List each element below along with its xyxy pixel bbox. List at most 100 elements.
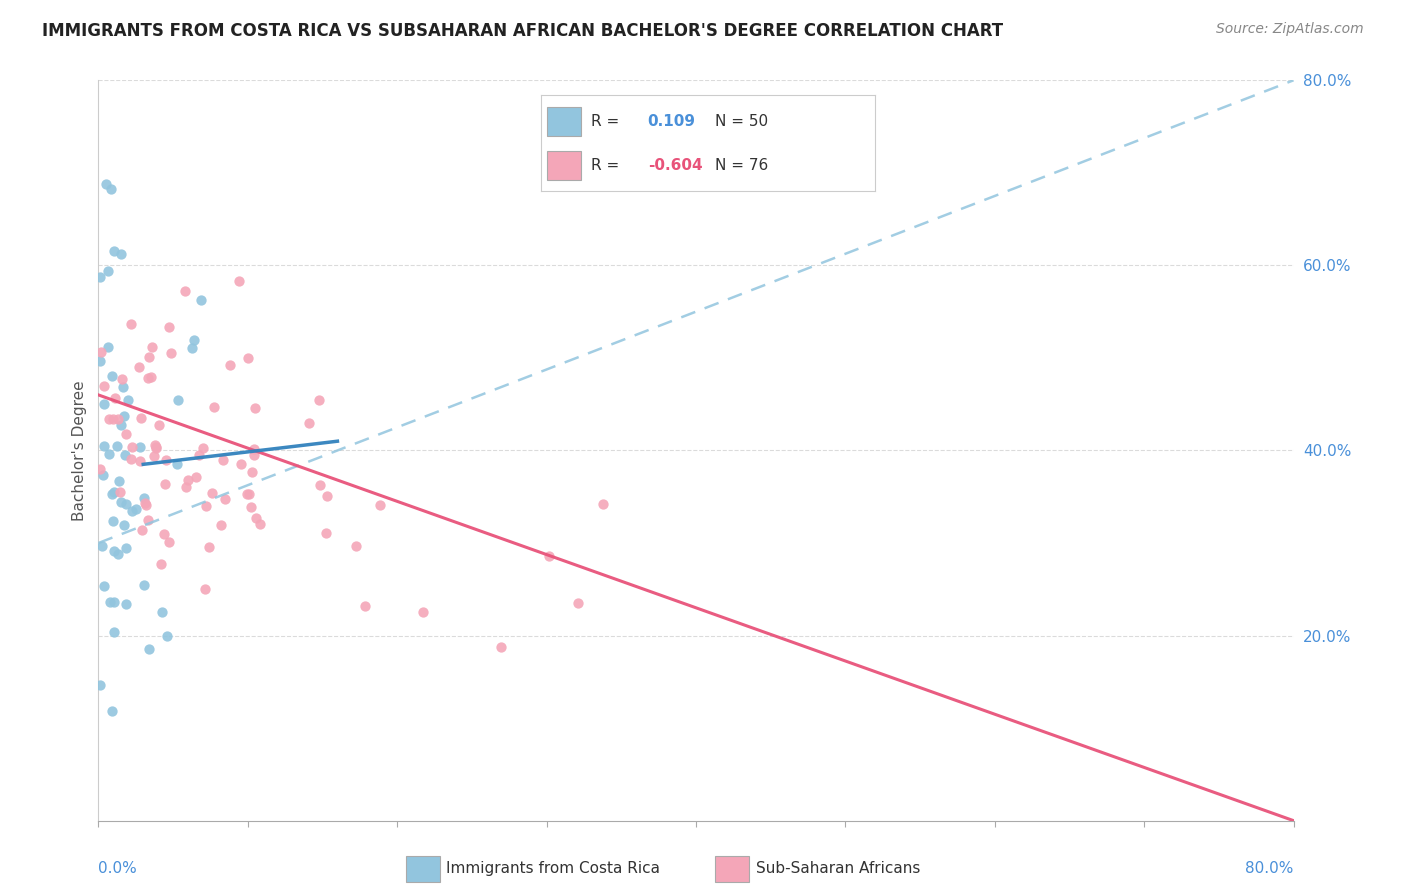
Point [115, 598, 138, 612]
Point [243, 442, 266, 456]
Point [136, 513, 159, 527]
Point [143, 449, 166, 463]
Point [100, 369, 122, 384]
Point [190, 293, 212, 307]
Point [157, 319, 180, 334]
Point [131, 523, 153, 537]
Point [212, 452, 235, 467]
Point [242, 465, 264, 479]
Point [141, 340, 163, 354]
Point [145, 440, 167, 454]
Point [132, 578, 155, 592]
Point [243, 448, 266, 462]
Point [91, 539, 114, 553]
Point [120, 451, 142, 466]
Point [194, 582, 217, 596]
Point [100, 594, 122, 608]
Point [315, 489, 337, 503]
Point [143, 438, 166, 452]
Point [111, 372, 134, 386]
Text: Immigrants from Costa Rica: Immigrants from Costa Rica [446, 862, 661, 876]
Point [138, 642, 160, 657]
Point [180, 341, 202, 355]
Point [110, 247, 132, 261]
Point [184, 470, 207, 484]
Point [202, 401, 225, 415]
Point [155, 453, 177, 467]
Point [89, 354, 111, 368]
Point [538, 549, 561, 564]
Point [160, 345, 183, 359]
Point [166, 457, 188, 471]
Point [309, 477, 332, 491]
Point [103, 595, 125, 609]
Point [195, 500, 218, 514]
Point [128, 440, 150, 454]
Point [129, 453, 152, 467]
Point [197, 540, 219, 554]
Point [101, 704, 124, 718]
Point [97, 412, 120, 426]
Point [100, 182, 122, 196]
Point [110, 485, 132, 500]
Text: Source: ZipAtlas.com: Source: ZipAtlas.com [1216, 22, 1364, 37]
Point [193, 441, 215, 455]
Point [167, 393, 190, 408]
Bar [716, 855, 749, 882]
Point [236, 351, 259, 365]
Point [153, 527, 176, 541]
Point [93, 579, 115, 593]
Point [91, 468, 114, 483]
Point [188, 448, 211, 462]
Point [150, 605, 173, 619]
Point [89, 678, 111, 692]
Point [219, 358, 242, 372]
Point [489, 640, 512, 654]
Point [209, 518, 232, 533]
Point [115, 497, 138, 511]
Point [121, 504, 143, 518]
Point [101, 514, 124, 528]
Point [177, 473, 200, 487]
Point [128, 359, 150, 374]
Point [115, 541, 138, 555]
Point [228, 274, 250, 288]
Point [200, 485, 222, 500]
Point [174, 284, 197, 298]
Point [114, 426, 136, 441]
Point [368, 499, 391, 513]
Point [103, 485, 125, 500]
Point [103, 625, 125, 640]
Point [110, 417, 132, 432]
Point [245, 511, 267, 525]
Text: Sub-Saharan Africans: Sub-Saharan Africans [755, 862, 920, 876]
Point [156, 629, 179, 643]
Point [153, 477, 176, 491]
Point [249, 517, 271, 532]
Point [344, 539, 367, 553]
Text: IMMIGRANTS FROM COSTA RICA VS SUBSAHARAN AFRICAN BACHELOR'S DEGREE CORRELATION C: IMMIGRANTS FROM COSTA RICA VS SUBSAHARAN… [42, 22, 1004, 40]
Text: 0.0%: 0.0% [98, 862, 138, 876]
Point [134, 491, 156, 506]
Point [93, 397, 115, 411]
Point [131, 410, 153, 425]
Point [112, 409, 135, 423]
Point [138, 350, 160, 364]
Point [89, 270, 111, 285]
Point [148, 417, 170, 432]
Point [243, 401, 266, 416]
Point [98, 447, 121, 461]
Point [107, 412, 129, 426]
Point [145, 441, 167, 455]
Point [104, 391, 127, 405]
Point [214, 491, 236, 506]
Point [121, 441, 143, 455]
Point [136, 370, 159, 384]
Point [97, 263, 120, 277]
Point [150, 557, 173, 571]
Point [157, 535, 180, 549]
Point [97, 340, 120, 354]
Point [107, 474, 129, 488]
Y-axis label: Bachelor's Degree: Bachelor's Degree [72, 380, 87, 521]
Point [110, 494, 132, 508]
